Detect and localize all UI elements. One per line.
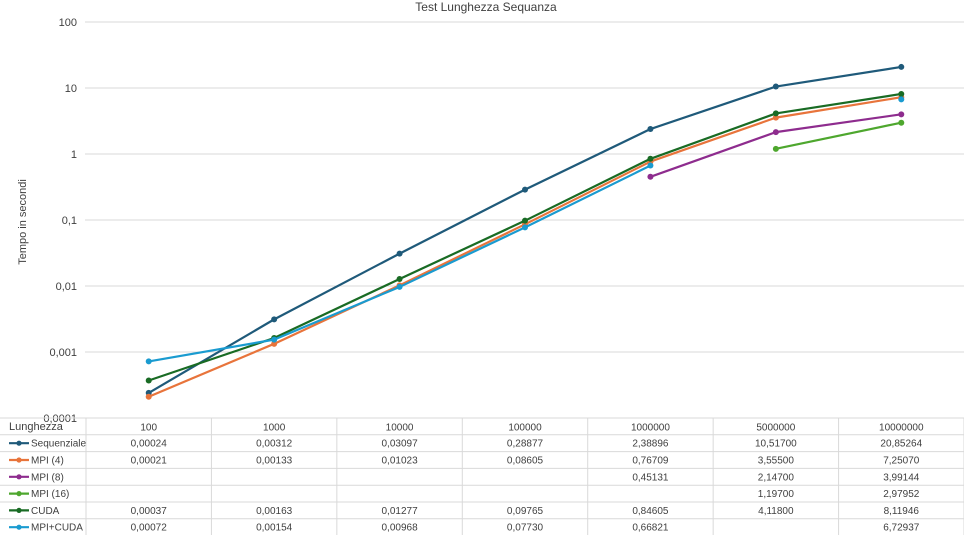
legend-marker [16, 457, 22, 463]
data-label: 0,00163 [256, 506, 293, 517]
data-point [145, 377, 152, 384]
y-axis-label: Tempo in secondi [17, 179, 29, 265]
legend-label: MPI (8) [31, 472, 64, 483]
data-point [898, 119, 905, 126]
data-label: 4,11800 [758, 506, 794, 517]
data-label: 0,76709 [632, 456, 669, 467]
data-label: 0,00037 [131, 506, 168, 517]
data-label: 2,97952 [883, 489, 920, 500]
legend-label: MPI+CUDA [31, 523, 83, 534]
x-tick-label: 10000 [386, 422, 414, 433]
legend-label: MPI (4) [31, 456, 64, 467]
x-axis-label: Lunghezza [9, 421, 64, 433]
data-label: 0,03097 [381, 439, 418, 450]
data-point [898, 96, 905, 103]
y-axis-ticks: 0,0001 0,001 0,01 0,1 1 10 100 [43, 17, 77, 425]
data-point [647, 162, 654, 169]
x-tick-label: 5000000 [756, 422, 795, 433]
data-point [647, 155, 654, 162]
data-point [271, 336, 278, 343]
data-label: 0,07730 [507, 523, 544, 534]
data-point [898, 63, 905, 70]
data-label: 0,08605 [507, 456, 544, 467]
x-tick-label: 10000000 [879, 422, 924, 433]
data-label: 0,09765 [507, 506, 544, 517]
data-point [522, 186, 528, 193]
y-tick-label: 10 [65, 83, 77, 95]
data-label: 7,25070 [883, 456, 920, 467]
series-mpi-16- [772, 119, 905, 152]
data-point [522, 224, 528, 231]
data-label: 2,38896 [632, 439, 669, 450]
legend-label: CUDA [31, 506, 60, 517]
data-point [772, 83, 779, 90]
series-mpi-8- [647, 111, 905, 180]
legend-marker [16, 524, 22, 530]
x-tick-label: 1000 [263, 422, 286, 433]
data-point [145, 358, 152, 365]
data-label: 0,00968 [381, 523, 418, 534]
data-label: 8,11946 [884, 506, 920, 517]
y-tick-label: 0,01 [56, 281, 77, 293]
data-label: 0,84605 [632, 506, 669, 517]
data-label: 2,14700 [758, 472, 795, 483]
data-label: 1,19700 [758, 489, 795, 500]
series-line [775, 121, 902, 150]
series-mpi-4- [145, 94, 905, 400]
data-point [772, 129, 779, 136]
x-tick-label: 1000000 [631, 422, 670, 433]
x-tick-label: 100000 [508, 422, 542, 433]
data-label: 0,00024 [131, 439, 168, 450]
chart-title: Test Lunghezza Sequanza [415, 0, 557, 14]
data-point [772, 110, 779, 117]
data-point [271, 340, 278, 347]
legend-marker [16, 440, 22, 446]
series-mpi-cuda [145, 96, 905, 365]
x-tick-label: 100 [140, 422, 157, 433]
legend-marker [16, 507, 22, 513]
data-point [898, 90, 905, 97]
y-tick-label: 0,1 [62, 215, 77, 227]
data-point [647, 173, 654, 180]
data-label: 0,01023 [381, 456, 418, 467]
data-point [522, 217, 528, 224]
data-label: 10,51700 [755, 439, 797, 450]
data-label: 0,00312 [256, 439, 293, 450]
data-label: 20,85264 [880, 439, 922, 450]
data-label: 3,99144 [883, 472, 920, 483]
data-point [396, 275, 403, 282]
data-label: 0,28877 [507, 439, 544, 450]
legend-label: Sequenziale [31, 439, 86, 450]
data-table: Lunghezza 100 1000 10000 100000 1000000 50000… [0, 417, 964, 535]
data-point [271, 316, 278, 323]
legend-marker [16, 491, 22, 497]
data-point [772, 114, 779, 121]
data-point [647, 126, 654, 133]
y-tick-label: 0,0001 [43, 413, 77, 425]
data-point [898, 111, 905, 118]
data-point [396, 250, 403, 257]
series-cuda [145, 90, 905, 384]
data-label: 0,66821 [632, 523, 669, 534]
y-tick-label: 0,001 [49, 347, 77, 359]
data-point [772, 145, 779, 152]
plot-series [145, 63, 905, 400]
y-tick-label: 1 [71, 149, 77, 161]
data-point [396, 283, 403, 290]
data-label: 0,00133 [256, 456, 293, 467]
data-label: 6,72937 [883, 523, 920, 534]
series-line [148, 92, 902, 382]
legend-marker [16, 474, 22, 480]
data-label: 0,00154 [256, 523, 293, 534]
data-label: 0,45131 [632, 472, 669, 483]
data-label: 0,00072 [131, 523, 168, 534]
y-tick-label: 100 [59, 17, 77, 29]
data-label: 0,01277 [381, 506, 418, 517]
legend-label: MPI (16) [31, 489, 69, 500]
data-label: 0,00021 [131, 456, 168, 467]
data-point [145, 393, 152, 400]
data-label: 3,55500 [758, 456, 795, 467]
